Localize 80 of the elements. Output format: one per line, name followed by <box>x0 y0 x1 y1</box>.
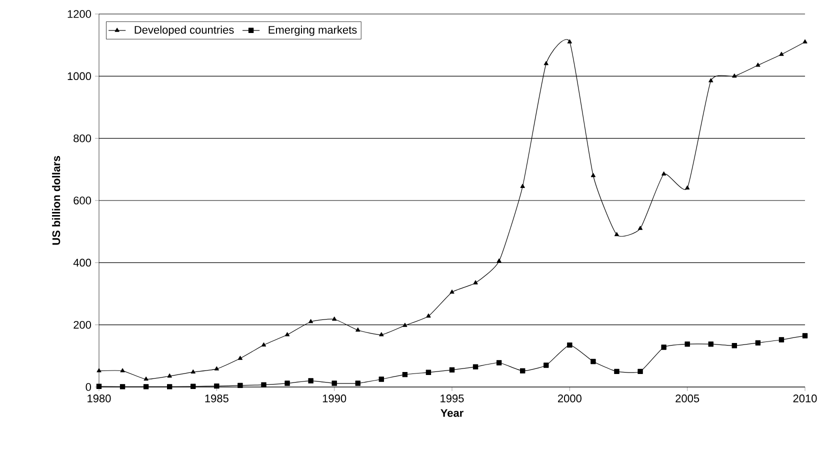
x-tick-label: 2005 <box>676 394 700 402</box>
point <box>167 374 172 378</box>
point <box>638 226 643 230</box>
point <box>684 342 690 347</box>
point <box>802 333 808 338</box>
point <box>472 364 478 370</box>
point <box>214 366 219 370</box>
point <box>167 384 172 390</box>
point <box>544 362 549 368</box>
point <box>332 380 337 386</box>
legend-label: Emerging markets <box>268 26 357 36</box>
point <box>143 384 149 390</box>
point <box>120 368 125 372</box>
point <box>567 39 572 44</box>
point <box>520 184 525 188</box>
point <box>614 232 620 236</box>
point <box>662 171 666 176</box>
point <box>379 332 384 336</box>
point <box>238 382 243 388</box>
point <box>378 376 384 382</box>
point <box>402 372 408 378</box>
point <box>238 356 242 360</box>
point <box>496 258 502 263</box>
point <box>778 337 784 342</box>
x-tick-label: 1980 <box>88 394 111 402</box>
point <box>356 328 360 332</box>
y-tick-label: 800 <box>74 134 92 142</box>
point <box>214 383 220 389</box>
point <box>190 369 196 374</box>
point <box>426 314 431 318</box>
x-tick-label: 1990 <box>322 394 346 402</box>
point <box>685 185 690 190</box>
point <box>308 378 314 384</box>
point <box>450 290 454 294</box>
point <box>590 173 596 178</box>
y-tick-label: 400 <box>73 258 92 267</box>
x-tick-label: 2000 <box>558 394 582 402</box>
point <box>638 368 643 374</box>
point <box>756 62 760 67</box>
x-tick-label: 2010 <box>793 394 817 402</box>
point <box>567 342 572 348</box>
point <box>332 316 337 321</box>
point <box>426 370 432 375</box>
y-tick-label: 600 <box>74 196 92 204</box>
point <box>96 368 102 372</box>
y-tick-label: 200 <box>74 320 92 329</box>
x-tick-label: 1985 <box>205 394 228 402</box>
y-axis-title: US billion dollars <box>52 156 60 245</box>
y-tick-label: 0 <box>86 383 92 391</box>
point <box>284 380 290 386</box>
point <box>732 343 738 348</box>
point <box>144 376 148 381</box>
point <box>402 322 408 327</box>
point <box>708 78 714 82</box>
point <box>544 61 548 66</box>
point <box>590 358 596 364</box>
point <box>120 384 126 390</box>
x-axis-title: Year <box>440 409 464 417</box>
point <box>261 342 266 346</box>
point <box>496 360 502 366</box>
legend-label: Developed countries <box>134 26 234 36</box>
point <box>261 382 266 388</box>
point <box>473 280 478 284</box>
y-tick-label: 1200 <box>68 10 92 18</box>
point <box>755 340 761 346</box>
point <box>779 52 784 56</box>
point <box>284 332 290 336</box>
point <box>661 344 666 350</box>
point <box>308 319 314 324</box>
point <box>355 380 360 386</box>
point <box>708 342 714 347</box>
x-tick-label: 1995 <box>440 394 464 402</box>
point <box>732 74 737 78</box>
point <box>96 384 102 389</box>
point <box>614 368 620 374</box>
point <box>190 384 196 389</box>
point <box>449 367 455 373</box>
y-tick-label: 1000 <box>68 72 92 80</box>
point <box>520 368 526 374</box>
point <box>802 39 808 44</box>
